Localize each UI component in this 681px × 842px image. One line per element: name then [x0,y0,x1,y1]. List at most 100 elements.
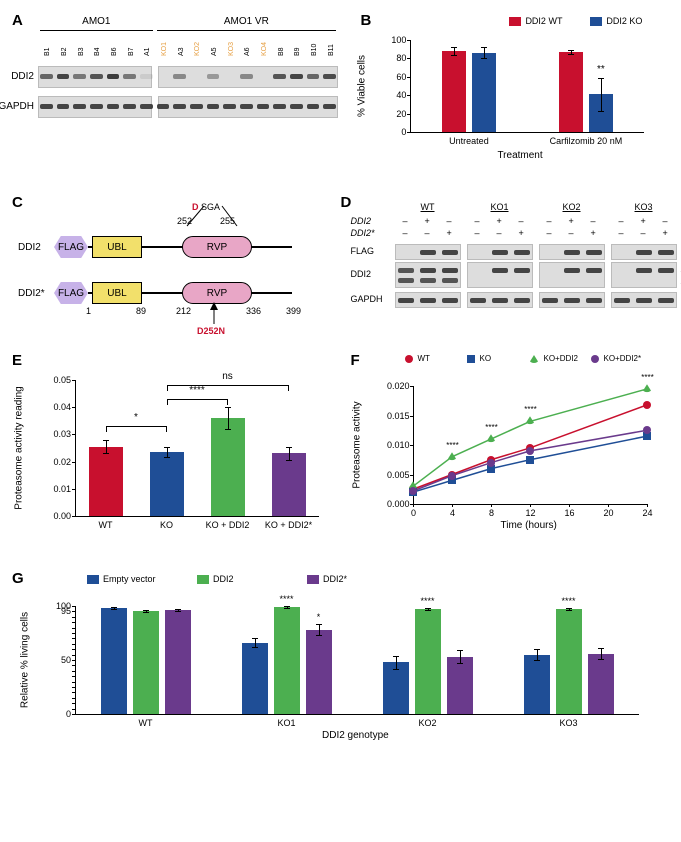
blot-band [140,104,153,109]
xtick: KO1 [267,718,307,728]
blot-lane-label: B6 [111,47,118,56]
xtick: WT [126,718,166,728]
error-cap [284,608,290,609]
blot-lane-label: B3 [78,47,85,56]
ytick-mark [72,692,75,693]
ytick-mark [72,633,75,634]
ytick-mark [72,698,75,699]
blot-band [586,268,602,273]
bar [211,418,245,516]
bar [306,630,332,714]
construct-name: DDI2 [18,242,41,253]
legend-label: KO [479,354,491,363]
blot-band [658,298,674,303]
error-cap [143,612,149,613]
bar [383,662,409,714]
blot-band [73,74,86,79]
legend-label: KO+DDI2 [543,354,577,363]
ytick: 20 [382,109,406,119]
data-point [642,384,652,392]
construct-name: DDI2* [18,288,45,299]
error-cap [481,47,487,48]
ytick: 0.000 [373,499,409,509]
error-cap [103,440,109,441]
blot-lane-label: B2 [61,47,68,56]
x-axis [410,132,644,133]
xtick: KO + DDI2 [198,520,258,530]
bar [442,51,466,132]
blot-band [240,74,253,79]
legend-swatch [509,17,521,26]
error-cap [393,669,399,670]
blot-band [207,74,220,79]
error-cap [111,609,117,610]
error-cap [103,453,109,454]
error-bar [255,638,256,647]
legend-label: KO+DDI2* [603,354,641,363]
bar [101,608,127,714]
blot-row-label: DDI2 [11,71,34,82]
blot-strip [467,262,533,288]
error-bar [601,78,602,111]
plus-minus: – [403,216,408,226]
blot-band [442,268,458,273]
legend-swatch [197,575,209,584]
plus-minus: – [403,228,408,238]
legend-item: DDI2* [307,574,347,584]
error-cap [316,635,322,636]
ytick-mark [72,434,75,435]
error-bar [289,447,290,461]
ytick: 80 [382,53,406,63]
blot-lane-label: A5 [211,47,218,56]
ytick-mark [72,709,75,710]
xtick: KO + DDI2* [259,520,319,530]
error-cap [598,648,604,649]
significance: * [306,612,332,622]
error-cap [451,47,457,48]
blot-band [40,74,53,79]
blot-band [123,104,136,109]
significance: **** [274,594,300,604]
bar [556,609,582,714]
error-cap [457,663,463,664]
significance: **** [415,596,441,606]
blot-band [420,298,436,303]
bar [272,453,306,516]
blot-band [514,298,530,303]
legend-item: KO [467,354,491,363]
error-bar [396,656,397,669]
error-cap [225,429,231,430]
panel-e-label: E [12,352,22,369]
error-cap [598,659,604,660]
plus-minus: – [475,216,480,226]
ytick-mark [407,132,410,133]
legend-label: WT [417,354,429,363]
blot-band [307,74,320,79]
plus-minus: + [497,216,502,226]
ytick-mark [72,638,75,639]
plus-minus: – [569,228,574,238]
legend-item: DDI2 WT [509,16,562,26]
legend-label: DDI2* [323,574,347,584]
blot-lane-label: B8 [278,47,285,56]
data-point [526,447,534,455]
blot-band [442,250,458,255]
blot-band [290,104,303,109]
error-bar [460,650,461,663]
blot-band [442,298,458,303]
significance: **** [633,373,661,382]
ytick-mark [72,489,75,490]
blot-lane-label: A1 [144,47,151,56]
blot-group-label: AMO1 VR [155,16,338,27]
plus-minus: + [591,228,596,238]
blot-band [40,104,53,109]
ytick-mark [407,114,410,115]
data-point [448,472,456,480]
ytick-mark [72,714,75,715]
blot-band [107,104,120,109]
ytick: 0.010 [373,440,409,450]
ytick: 0.03 [39,429,71,439]
figure: A AMO1AMO1 VRB1B2B3B4B6B7A1KO1A3KO2A5KO3… [12,12,669,770]
panel-g-label: G [12,570,24,587]
plus-minus: + [663,228,668,238]
